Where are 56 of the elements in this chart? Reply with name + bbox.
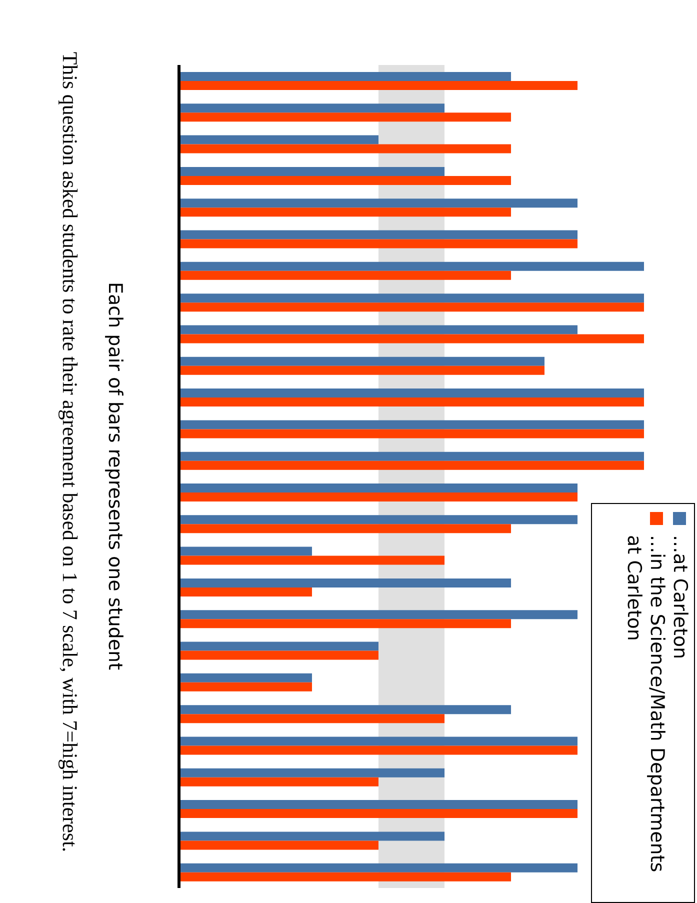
bar bbox=[179, 104, 445, 113]
bar bbox=[179, 746, 578, 755]
bar bbox=[179, 546, 312, 556]
bar bbox=[179, 578, 512, 588]
bar bbox=[179, 768, 445, 778]
bar bbox=[179, 72, 512, 81]
bar bbox=[179, 270, 512, 280]
legend-label: ...in the Science/Math Departments at Carleton bbox=[622, 535, 668, 874]
bar bbox=[179, 366, 544, 375]
bar bbox=[179, 484, 578, 492]
bar bbox=[179, 262, 644, 271]
bar bbox=[179, 840, 378, 850]
bar bbox=[179, 452, 644, 461]
bar bbox=[179, 230, 578, 240]
bar bbox=[179, 388, 644, 398]
bar bbox=[179, 524, 512, 534]
bar bbox=[179, 515, 578, 524]
bar bbox=[179, 610, 578, 620]
bar bbox=[179, 208, 512, 217]
bar bbox=[179, 356, 544, 366]
bar bbox=[179, 832, 445, 841]
legend-label: ...at Carleton bbox=[668, 535, 691, 660]
bar bbox=[179, 420, 644, 430]
bar bbox=[179, 587, 312, 596]
bar bbox=[179, 872, 512, 882]
bar bbox=[179, 429, 644, 438]
bar bbox=[179, 556, 445, 565]
bar bbox=[179, 809, 578, 818]
bar bbox=[179, 334, 644, 344]
bar bbox=[179, 294, 644, 303]
bar bbox=[179, 398, 644, 407]
bar bbox=[179, 325, 578, 334]
bar bbox=[179, 239, 578, 248]
text: This question asked students to rate their agreement based on 1 to 7 scale, with 7=high interest. bbox=[57, 50, 83, 854]
bar bbox=[179, 81, 578, 90]
bar bbox=[179, 705, 512, 714]
bar bbox=[179, 166, 445, 176]
bar bbox=[179, 863, 578, 872]
bar bbox=[179, 198, 578, 208]
bar bbox=[179, 642, 378, 651]
bar bbox=[179, 714, 445, 724]
bar bbox=[179, 492, 578, 502]
bar bbox=[179, 176, 512, 185]
bar bbox=[179, 619, 512, 628]
bar bbox=[179, 302, 644, 312]
y-axis-title: Each pair of bars represents one student bbox=[103, 280, 127, 672]
bar bbox=[179, 777, 378, 786]
bar bbox=[179, 144, 512, 154]
bar bbox=[179, 682, 312, 692]
bar bbox=[179, 460, 644, 470]
bar bbox=[179, 650, 378, 660]
bar bbox=[179, 112, 512, 122]
bar bbox=[179, 673, 312, 682]
bar bbox=[179, 135, 378, 144]
bar bbox=[179, 736, 578, 746]
bar bbox=[179, 800, 578, 810]
